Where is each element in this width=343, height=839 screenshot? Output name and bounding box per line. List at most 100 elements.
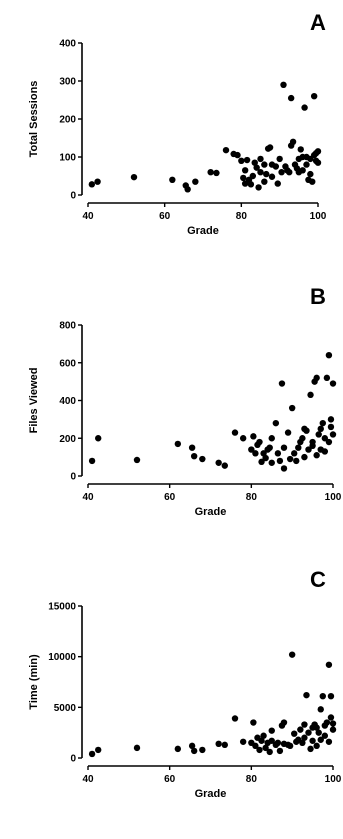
data-point (174, 440, 182, 448)
data-point (309, 737, 316, 744)
data-point (305, 446, 312, 453)
data-point (286, 455, 294, 463)
data-point (303, 161, 310, 168)
x-tick-label: 100 (310, 211, 327, 222)
data-point (314, 159, 322, 166)
data-point (287, 94, 295, 102)
x-tick-label: 40 (82, 211, 94, 222)
x-tick-label: 40 (82, 492, 94, 503)
y-axis-title: Time (min) (28, 654, 40, 710)
data-point (314, 148, 322, 155)
data-point (299, 167, 306, 174)
data-point (329, 380, 337, 387)
data-point (327, 423, 335, 431)
data-point (263, 170, 270, 178)
data-point (278, 169, 285, 176)
x-tick-label: 80 (246, 774, 258, 785)
x-tick-label: 100 (325, 774, 342, 785)
data-point (299, 435, 306, 442)
panel-label: B (310, 284, 326, 309)
x-tick-label: 100 (325, 492, 342, 503)
data-point (238, 157, 245, 164)
data-point (243, 156, 251, 164)
data-point (288, 404, 296, 412)
data-point (280, 719, 288, 726)
data-point (239, 738, 247, 745)
data-point (88, 181, 96, 188)
data-point (297, 726, 304, 733)
data-point (274, 450, 282, 457)
data-point (252, 742, 259, 750)
data-point (297, 146, 304, 153)
x-tick-label: 60 (164, 774, 176, 785)
y-tick-label: 15000 (48, 602, 76, 613)
data-point (221, 462, 228, 469)
data-point (321, 435, 329, 442)
data-point (268, 459, 275, 466)
data-point (288, 651, 296, 658)
data-point (323, 374, 331, 382)
data-point (272, 163, 280, 170)
data-point (266, 444, 273, 451)
data-point (280, 81, 287, 89)
y-tick-label: 10000 (48, 652, 76, 663)
data-point (291, 450, 298, 457)
data-point (222, 146, 230, 154)
data-point (174, 745, 182, 753)
data-point (231, 715, 239, 722)
data-point (258, 458, 265, 466)
data-point (303, 427, 310, 434)
data-point (251, 159, 258, 166)
data-point (95, 746, 102, 754)
data-point (257, 155, 264, 163)
y-tick-label: 600 (59, 358, 76, 369)
data-point (313, 724, 320, 731)
data-point (250, 433, 257, 440)
y-tick-label: 5000 (54, 703, 77, 714)
data-point (188, 444, 196, 451)
data-point (284, 429, 292, 436)
data-point (261, 178, 268, 185)
x-tick-label: 60 (164, 492, 176, 503)
data-point (215, 740, 222, 748)
y-tick-label: 300 (59, 77, 76, 88)
data-point (262, 744, 269, 752)
data-point (327, 416, 335, 423)
data-point (305, 729, 312, 736)
x-tick-label: 80 (246, 492, 258, 503)
data-point (241, 167, 249, 174)
x-axis-title: Grade (195, 788, 227, 800)
x-tick-label: 40 (82, 774, 94, 785)
data-point (289, 138, 297, 145)
data-point (255, 184, 262, 191)
data-point (295, 444, 302, 451)
y-axis-title: Files Viewed (28, 368, 40, 434)
data-point (261, 161, 268, 168)
data-point (199, 455, 206, 463)
y-axis-title: Total Sessions (28, 81, 40, 158)
data-point (207, 169, 214, 176)
data-point (329, 726, 337, 733)
data-point (239, 435, 247, 442)
data-point (315, 431, 322, 438)
x-axis-title: Grade (187, 225, 219, 237)
data-point (221, 741, 228, 749)
y-tick-label: 0 (70, 191, 76, 202)
data-point (188, 742, 196, 750)
data-point (301, 104, 308, 111)
data-point (272, 419, 280, 427)
data-point (240, 174, 247, 182)
data-point (286, 742, 294, 750)
data-point (307, 745, 314, 753)
data-point (94, 178, 101, 185)
data-point (260, 732, 267, 739)
data-point (291, 730, 298, 737)
data-point (268, 737, 275, 744)
data-point (247, 181, 255, 188)
data-point (313, 374, 320, 382)
data-point (266, 748, 273, 756)
data-point (276, 155, 283, 163)
y-tick-label: 0 (70, 754, 76, 765)
data-point (190, 747, 198, 755)
